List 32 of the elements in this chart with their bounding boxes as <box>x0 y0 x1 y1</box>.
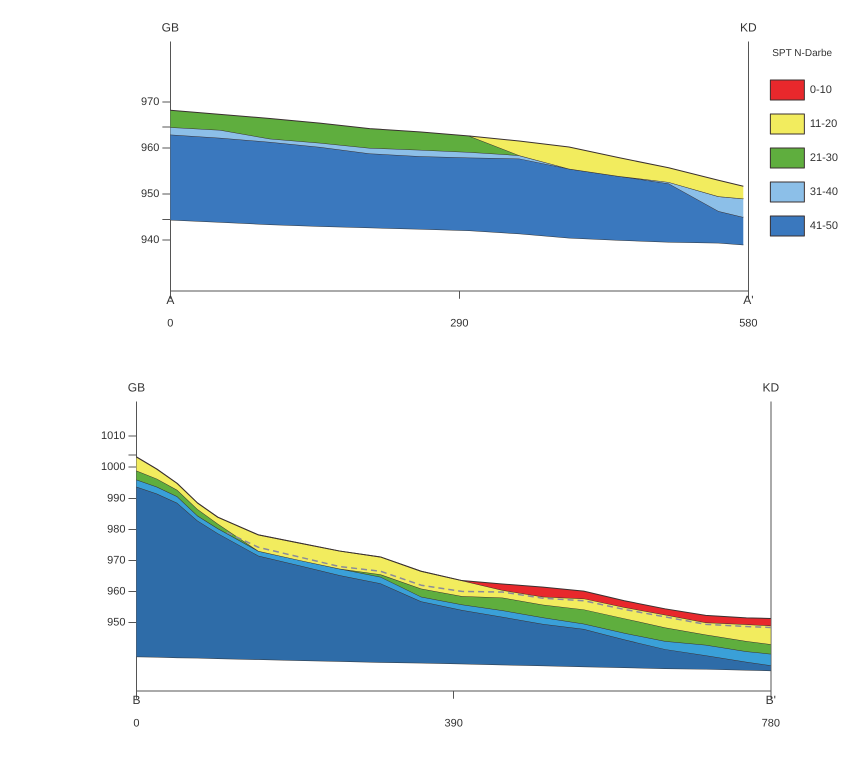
text: B <box>132 693 140 708</box>
text: KD <box>762 380 780 394</box>
text: KD <box>740 20 758 34</box>
y-tick-label: 1010 <box>100 430 126 442</box>
y-tick-label: 950 <box>107 616 126 629</box>
legend-label: 31-40 <box>810 186 838 198</box>
line-series <box>226 532 771 628</box>
y-tick-label: 970 <box>140 96 160 108</box>
legend-label: 41-50 <box>810 220 838 232</box>
x-tick-label: 580 <box>739 317 758 330</box>
x-tick-label: 290 <box>450 317 469 330</box>
x-tick-label: 780 <box>762 717 780 730</box>
text: B' <box>766 693 776 708</box>
text: A' <box>743 293 754 308</box>
legend-title: SPT N-Darbe <box>772 48 833 59</box>
text: GB <box>128 380 146 394</box>
y-tick-label: 970 <box>107 554 126 566</box>
x-tick-label: 0 <box>167 317 174 330</box>
y-tick-label: 960 <box>107 585 126 598</box>
legend-label: 0-10 <box>810 84 832 96</box>
y-tick-label: 980 <box>107 523 126 536</box>
legend-label: 11-20 <box>810 118 838 130</box>
y-tick-label: 950 <box>140 188 160 200</box>
y-tick-label: 940 <box>140 234 160 246</box>
text: GB <box>162 20 180 34</box>
x-tick-label: 0 <box>133 717 140 730</box>
legend-label: 21-30 <box>810 152 838 164</box>
y-tick-label: 1000 <box>100 461 126 474</box>
text: A <box>166 293 174 308</box>
y-tick-label: 990 <box>107 492 126 504</box>
x-tick-label: 390 <box>444 717 463 730</box>
y-tick-label: 960 <box>140 142 160 154</box>
